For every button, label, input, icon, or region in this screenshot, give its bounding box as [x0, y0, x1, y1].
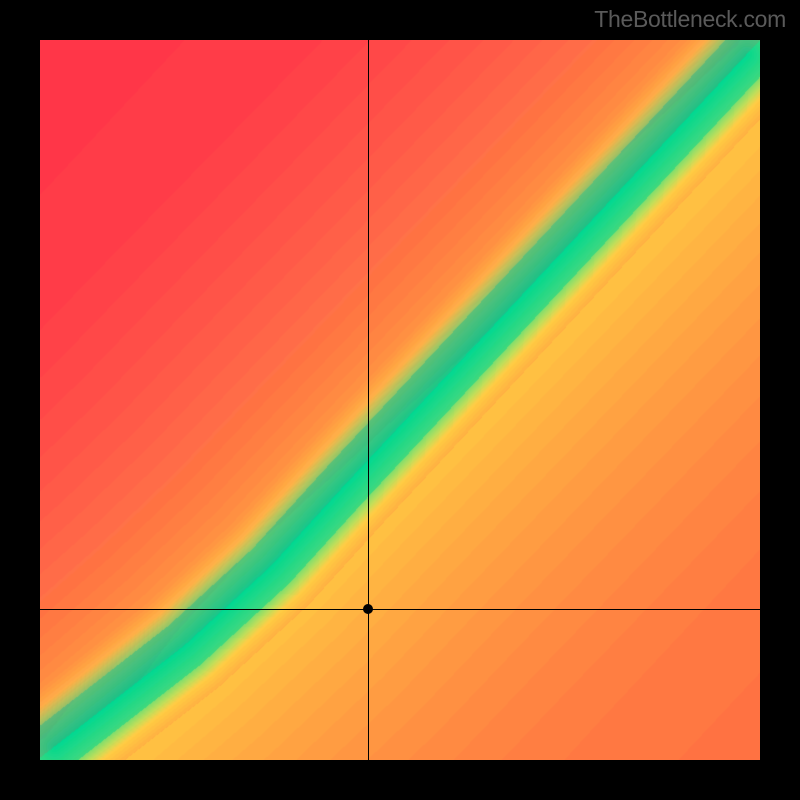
crosshair-vertical — [368, 40, 369, 760]
plot-area — [40, 40, 760, 760]
crosshair-horizontal — [40, 609, 760, 610]
chart-container: TheBottleneck.com — [0, 0, 800, 800]
marker-dot — [363, 604, 373, 614]
heatmap-canvas — [40, 40, 760, 760]
watermark-text: TheBottleneck.com — [594, 6, 786, 33]
